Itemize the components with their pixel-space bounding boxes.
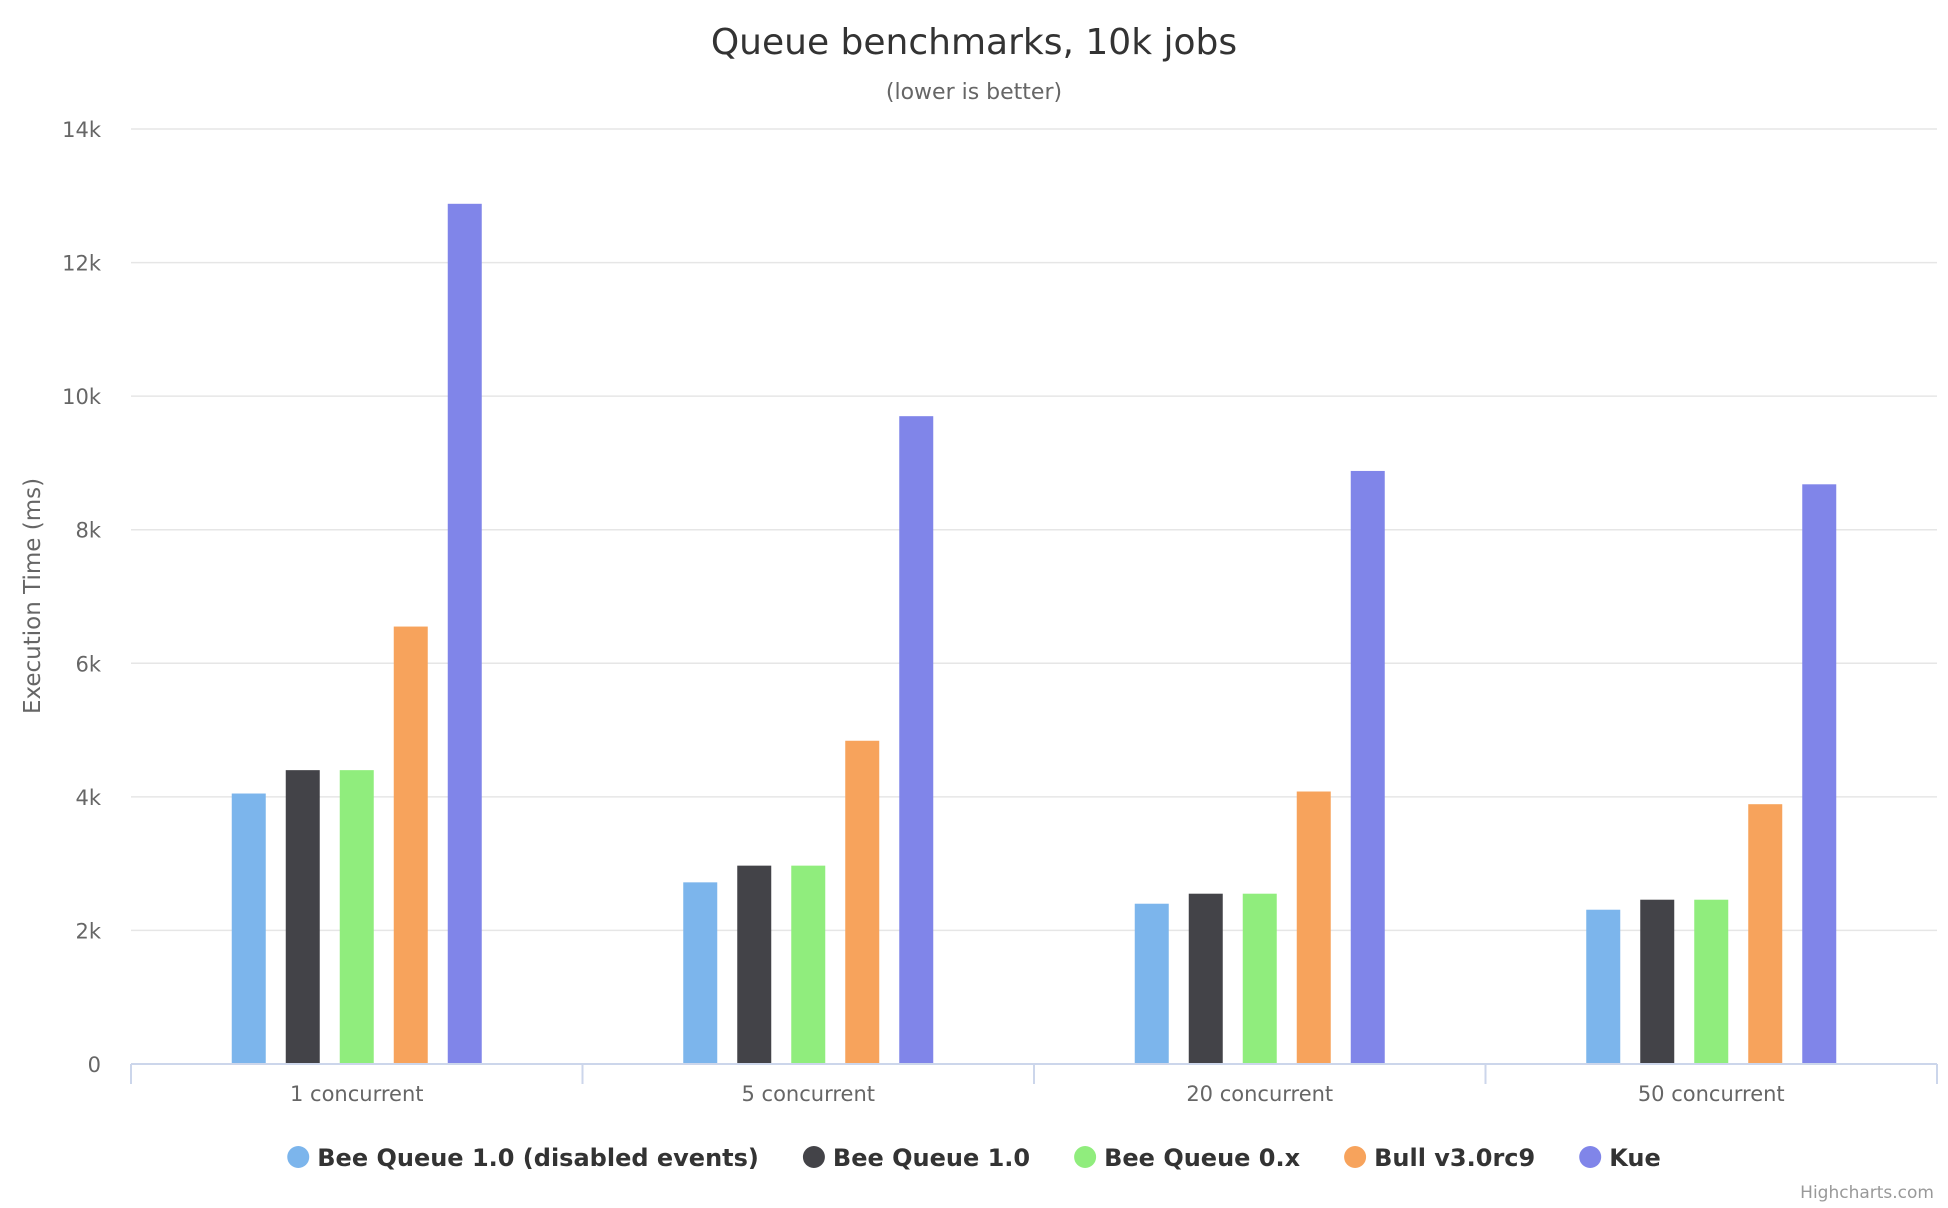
bar[interactable] [1350, 470, 1385, 1064]
bar[interactable] [791, 865, 826, 1064]
legend-label: Bee Queue 1.0 (disabled events) [317, 1144, 759, 1172]
y-tick-label: 6k [75, 652, 101, 676]
bar[interactable] [393, 626, 428, 1064]
y-tick-label: 12k [62, 252, 102, 276]
legend: Bee Queue 1.0 (disabled events) Bee Queue… [287, 1144, 1661, 1172]
y-axis-ticks: 0 2k 4k 6k 8k 10k 12k 14k [62, 118, 102, 1077]
bar[interactable] [339, 770, 374, 1064]
legend-item[interactable]: Bull v3.0rc9 [1344, 1144, 1535, 1172]
bar[interactable] [845, 740, 880, 1064]
x-tick-label: 5 concurrent [742, 1082, 876, 1106]
bar[interactable] [1748, 804, 1783, 1064]
legend-item[interactable]: Kue [1579, 1144, 1661, 1172]
x-tick-label: 1 concurrent [290, 1082, 424, 1106]
bar[interactable] [1242, 893, 1277, 1064]
y-tick-label: 10k [62, 385, 102, 409]
bar[interactable] [447, 203, 482, 1065]
legend-item[interactable]: Bee Queue 1.0 (disabled events) [287, 1144, 759, 1172]
bar[interactable] [1134, 903, 1169, 1064]
y-tick-label: 4k [75, 786, 101, 810]
bar[interactable] [737, 865, 772, 1064]
legend-marker [802, 1146, 825, 1168]
legend-marker [1579, 1146, 1602, 1168]
bar[interactable] [1802, 484, 1837, 1064]
legend-label: Bull v3.0rc9 [1374, 1144, 1535, 1172]
y-tick-label: 0 [88, 1053, 101, 1077]
y-tick-label: 14k [62, 118, 102, 142]
gridlines [131, 128, 1937, 932]
bar[interactable] [1586, 909, 1621, 1064]
y-tick-label: 8k [75, 519, 101, 543]
bar[interactable] [1188, 893, 1223, 1064]
chart-subtitle: (lower is better) [886, 80, 1062, 105]
bar[interactable] [1640, 899, 1675, 1064]
legend-marker [1074, 1146, 1097, 1168]
x-tick-label: 50 concurrent [1638, 1082, 1785, 1106]
bars [231, 203, 1837, 1065]
bar[interactable] [285, 770, 320, 1064]
x-axis: 1 concurrent 5 concurrent 20 concurrent 50 … [130, 1063, 1938, 1106]
legend-item[interactable]: Bee Queue 1.0 [802, 1144, 1030, 1172]
x-tick-label: 20 concurrent [1186, 1082, 1333, 1106]
credits-link[interactable]: Highcharts.com [1800, 1183, 1934, 1203]
bar[interactable] [683, 882, 718, 1064]
legend-label: Bee Queue 1.0 [833, 1144, 1030, 1172]
legend-marker [1344, 1146, 1367, 1168]
legend-marker [287, 1146, 310, 1168]
y-tick-label: 2k [75, 919, 101, 943]
legend-label: Kue [1609, 1144, 1661, 1172]
y-axis-title: Execution Time (ms) [20, 478, 46, 714]
legend-label: Bee Queue 0.x [1104, 1144, 1301, 1172]
chart-title: Queue benchmarks, 10k jobs [711, 22, 1237, 63]
bar[interactable] [1694, 899, 1729, 1064]
bar[interactable] [1296, 791, 1331, 1064]
legend-item[interactable]: Bee Queue 0.x [1074, 1144, 1301, 1172]
bar[interactable] [899, 416, 934, 1064]
bar[interactable] [231, 793, 266, 1064]
